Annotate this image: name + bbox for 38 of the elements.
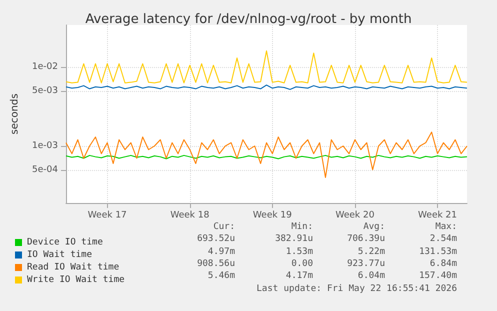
legend-label: Device IO time	[27, 238, 103, 248]
text: 6.84m	[430, 258, 457, 269]
y-tick-label: 5e-04	[32, 164, 58, 175]
x-tick-label: Week 17	[88, 210, 127, 220]
legend-label: IO Wait time	[27, 250, 92, 260]
y-tick-label: 5e-03	[32, 86, 58, 96]
line-series	[66, 132, 468, 178]
text: 382.91u	[275, 234, 313, 244]
text: 0.00	[291, 258, 313, 269]
text: 4.97m	[208, 246, 235, 257]
chart-title: Average latency for /dev/nlnog-vg/root - by month	[85, 12, 412, 27]
line-series	[66, 50, 468, 84]
legend-label: Read IO Wait time	[27, 262, 120, 272]
legend-label: Write IO Wait time	[27, 275, 125, 285]
text: 5.46m	[208, 271, 235, 282]
text: 131.53m	[419, 246, 457, 257]
x-tick-label: Week 20	[335, 210, 375, 220]
text: 923.77u	[347, 258, 385, 269]
x-tick-label: Week 19	[252, 210, 292, 220]
text: 5.22m	[358, 246, 385, 257]
x-tick-label: Week 18	[170, 210, 210, 220]
text: Min:	[291, 222, 313, 232]
text: 693.52u	[197, 234, 235, 244]
y-tick-label: 1e-03	[32, 141, 58, 152]
x-tick-label: Week 21	[418, 210, 458, 220]
y-axis-title: seconds	[10, 94, 20, 134]
text: 1.53m	[286, 246, 313, 257]
y-tick-label: 1e-02	[32, 62, 58, 72]
text: 6.04m	[358, 271, 385, 282]
text: Last update: Fri May 22 16:55:41 2026	[256, 284, 457, 294]
text: Avg:	[363, 222, 385, 232]
text: 4.17m	[286, 271, 313, 282]
text: Max:	[435, 222, 457, 232]
text: 908.56u	[197, 258, 235, 269]
text: Cur:	[213, 222, 235, 232]
text: 2.54m	[430, 234, 457, 244]
text: 157.40m	[419, 271, 457, 282]
text: 706.39u	[347, 234, 385, 244]
